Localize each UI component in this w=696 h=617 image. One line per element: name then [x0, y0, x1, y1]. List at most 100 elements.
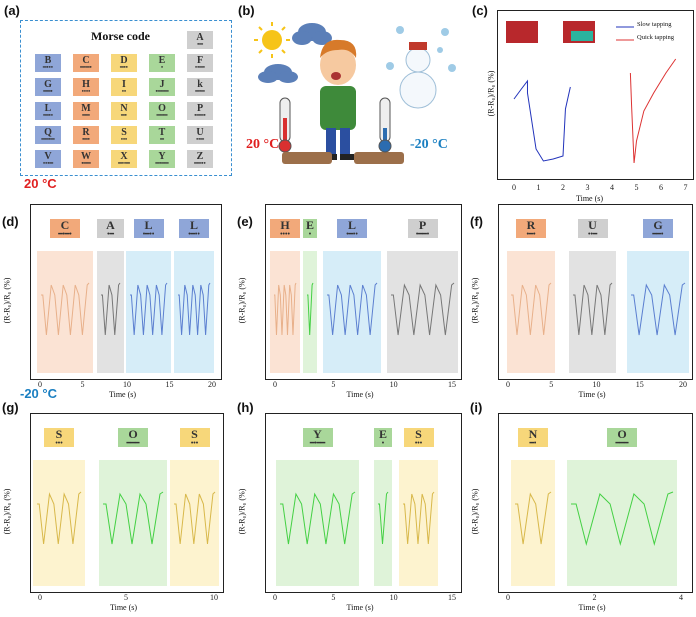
panel-f-xtick: 10 [592, 380, 601, 389]
sensor-photo-quick [563, 21, 595, 43]
sun-icon [254, 22, 290, 58]
response-trace [511, 282, 552, 336]
panel-d-xtick: 15 [165, 380, 174, 389]
word-letter-c: C ━•━• [50, 219, 80, 238]
panel-h-traces [276, 460, 438, 586]
response-trace [403, 491, 435, 545]
panel-g-ylabel: (R-R₀)/R₀ (%) [2, 488, 12, 535]
morse-tile-o: O ━━━ [149, 102, 175, 120]
morse-tile-p: P •━━• [187, 102, 213, 120]
panel-c-xtick: 0 [512, 183, 516, 192]
panel-h-ylabel: (R-R₀)/R₀ (%) [237, 488, 247, 535]
panel-c-xtick: 5 [634, 183, 639, 192]
panel-c-xtick: 6 [659, 183, 663, 192]
row-label-cold: -20 °C [20, 386, 57, 401]
sensor-photo-slow [506, 21, 538, 43]
panel-h-plot: Y ━•━━ E • S ••• [265, 413, 462, 593]
letter-segment-shade [170, 460, 219, 586]
panel-e-xlabel: Time (s) [346, 390, 374, 399]
letter-segment-shade [569, 251, 616, 373]
morse-tile-r: R •━• [73, 126, 99, 144]
morse-tile-x: X ━••━ [111, 150, 137, 168]
panel-e-xtick: 10 [389, 380, 398, 389]
morse-tile-c: C ━•━• [73, 54, 99, 72]
panel-d-xtick: 5 [80, 380, 85, 389]
word-letter-l: L •━•• [133, 219, 164, 238]
panel-g-xtick: 0 [38, 593, 42, 602]
panel-g-xlabel: Time (s) [110, 603, 138, 612]
word-letter-g: G ━━• [643, 219, 673, 238]
snowman-icon [399, 42, 437, 109]
letter-segment-shade [97, 251, 124, 373]
panel-c-xtick: 1 [536, 183, 541, 192]
panel-d-ylabel: (R-R₀)/R₀ (%) [2, 277, 12, 324]
letter-segment-shade [399, 460, 438, 586]
word-letter-h: H •••• [270, 219, 300, 238]
panel-e-label: (e) [237, 214, 253, 229]
morse-tile-y: Y ━•━━ [149, 150, 175, 168]
morse-tile-g: G ━━• [35, 78, 61, 96]
letter-segment-shade [387, 251, 458, 373]
panel-c-curves [513, 58, 677, 164]
panel-f-xtick: 0 [506, 380, 510, 389]
response-trace [631, 282, 686, 336]
word-letter-p: P •━━• [407, 219, 438, 238]
word-letter-n: N ━• [518, 428, 548, 447]
morse-tile-a: A •━ [187, 31, 213, 49]
panel-h-xtick: 0 [273, 593, 277, 602]
letter-segment-shade [323, 251, 381, 373]
panel-c-ylabel: (R-R₀)/R₀ (%) [486, 70, 496, 117]
panel-h-xtick: 5 [331, 593, 336, 602]
snowflake-icon [386, 26, 456, 72]
panel-e-ylabel: (R-R₀)/R₀ (%) [237, 277, 247, 324]
panel-c-xlabel: Time (s) [576, 194, 604, 203]
panel-c-xtick: 2 [561, 183, 565, 192]
panel-b-label: (b) [238, 3, 255, 18]
panel-c-xtick: 4 [610, 183, 614, 192]
response-trace [327, 282, 378, 336]
panel-d-xtick: 0 [38, 380, 42, 389]
panel-g-xtick: 10 [210, 593, 218, 602]
panel-i-plot: N ━• O ━━━ [498, 413, 693, 593]
panel-f-xtick: 20 [679, 380, 687, 389]
morse-tile-z: Z ━━•• [187, 150, 213, 168]
panel-i-label: (i) [470, 400, 483, 415]
panel-h-xtick: 15 [448, 593, 456, 602]
morse-tile-n: N ━• [111, 102, 137, 120]
panel-f-xtick: 15 [635, 380, 644, 389]
temperature-illustration [254, 22, 456, 164]
morse-tile-v: V •••━ [35, 150, 61, 168]
panel-g-plot: S ••• O ━━━ S ••• [30, 413, 224, 593]
word-letter-s: S ••• [44, 428, 74, 447]
panel-f-xlabel: Time (s) [578, 390, 606, 399]
panel-i-traces [511, 460, 677, 586]
word-letter-s: S ••• [403, 428, 434, 447]
letter-segment-shade [303, 251, 317, 373]
panel-i-ylabel: (R-R₀)/R₀ (%) [470, 488, 480, 535]
response-trace [103, 491, 164, 545]
row-label-hot: 20 °C [24, 176, 57, 191]
cold-temperature-label: -20 °C [410, 137, 448, 152]
panel-i-xlabel: Time (s) [578, 603, 606, 612]
panel-g-label: (g) [2, 400, 19, 415]
response-trace [37, 491, 82, 545]
panel-i-xtick: 2 [592, 593, 597, 602]
letter-segment-shade [511, 460, 555, 586]
quick-tapping-curve [629, 58, 677, 164]
panel-f-xtick: 5 [549, 380, 554, 389]
panel-h-xtick: 10 [389, 593, 398, 602]
letter-segment-shade [37, 251, 93, 373]
panel-c-xtick: 3 [585, 183, 590, 192]
word-letter-a: A •━ [97, 219, 124, 238]
response-trace [515, 491, 552, 545]
letter-segment-shade [567, 460, 677, 586]
morse-tile-h: H •••• [73, 78, 99, 96]
morse-tile-b: B ━••• [35, 54, 61, 72]
morse-tile-l: L •━•• [35, 102, 61, 120]
morse-tile-s: S ••• [111, 126, 137, 144]
response-trace [280, 491, 356, 545]
panel-c-plot: Slow tapping Quick tapping 0 1 2 3 4 5 6 7 Time … [486, 10, 694, 203]
morse-tile-q: Q ━━•━ [35, 126, 61, 144]
panel-f-plot: R •━• U ••━ G ━━• [498, 204, 693, 380]
response-trace [307, 282, 314, 336]
